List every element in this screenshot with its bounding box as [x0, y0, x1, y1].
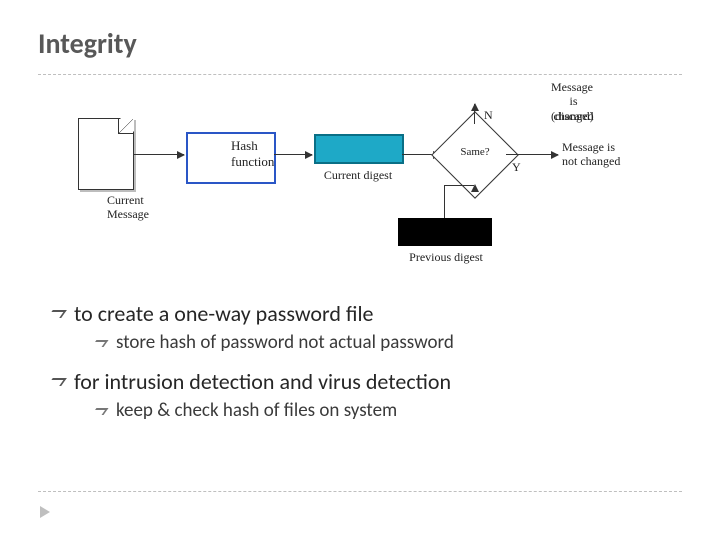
msg-changed-l1: Message [551, 80, 593, 94]
message-changed-label: Message is changed (discard) [506, 80, 596, 109]
bullet-list: to create a one-way password file store … [48, 300, 672, 436]
msg-notchanged-l1: Message is [562, 140, 615, 154]
bullet-2: for intrusion detection and virus detect… [48, 368, 672, 395]
msg-changed-l3: (discard) [551, 109, 594, 123]
document-label: Current Message [64, 194, 150, 208]
document-label-l2: Message [107, 208, 149, 222]
n-label: N [484, 108, 493, 123]
document-icon [78, 118, 134, 190]
y-label: Y [512, 160, 521, 175]
bullet-1: to create a one-way password file [48, 300, 672, 327]
arrow-doc-to-hash [134, 154, 184, 155]
document-label-l1: Current [107, 194, 144, 208]
integrity-diagram: Current Message Hash function Current di… [68, 90, 658, 280]
msg-notchanged-l2: not changed [562, 154, 620, 168]
arrow-prev-elbow-h [444, 185, 474, 186]
divider-bottom [38, 491, 682, 492]
page-marker-icon [40, 506, 50, 518]
hash-function-box: Hash function [186, 132, 276, 184]
slide: Integrity Current Message Hash function … [0, 0, 720, 540]
previous-digest-label: Previous digest [394, 250, 498, 265]
decision-label: Same? [454, 146, 496, 158]
arrow-y-branch [506, 154, 558, 155]
bullet-2-sub-1: keep & check hash of files on system [92, 399, 672, 422]
divider-top [38, 74, 682, 75]
arrow-n-branch [474, 104, 475, 124]
arrow-prev-elbow-v [444, 185, 445, 218]
arrow-hash-to-digest [274, 154, 312, 155]
current-digest-label: Current digest [308, 168, 408, 183]
current-digest-box [314, 134, 404, 164]
hash-label-l2: function [231, 154, 274, 170]
slide-title: Integrity [38, 26, 137, 61]
message-not-changed-label: Message is not changed [562, 140, 654, 154]
previous-digest-box [398, 218, 492, 246]
bullet-1-sub-1: store hash of password not actual passwo… [92, 331, 672, 354]
hash-label-l1: Hash [231, 138, 258, 154]
